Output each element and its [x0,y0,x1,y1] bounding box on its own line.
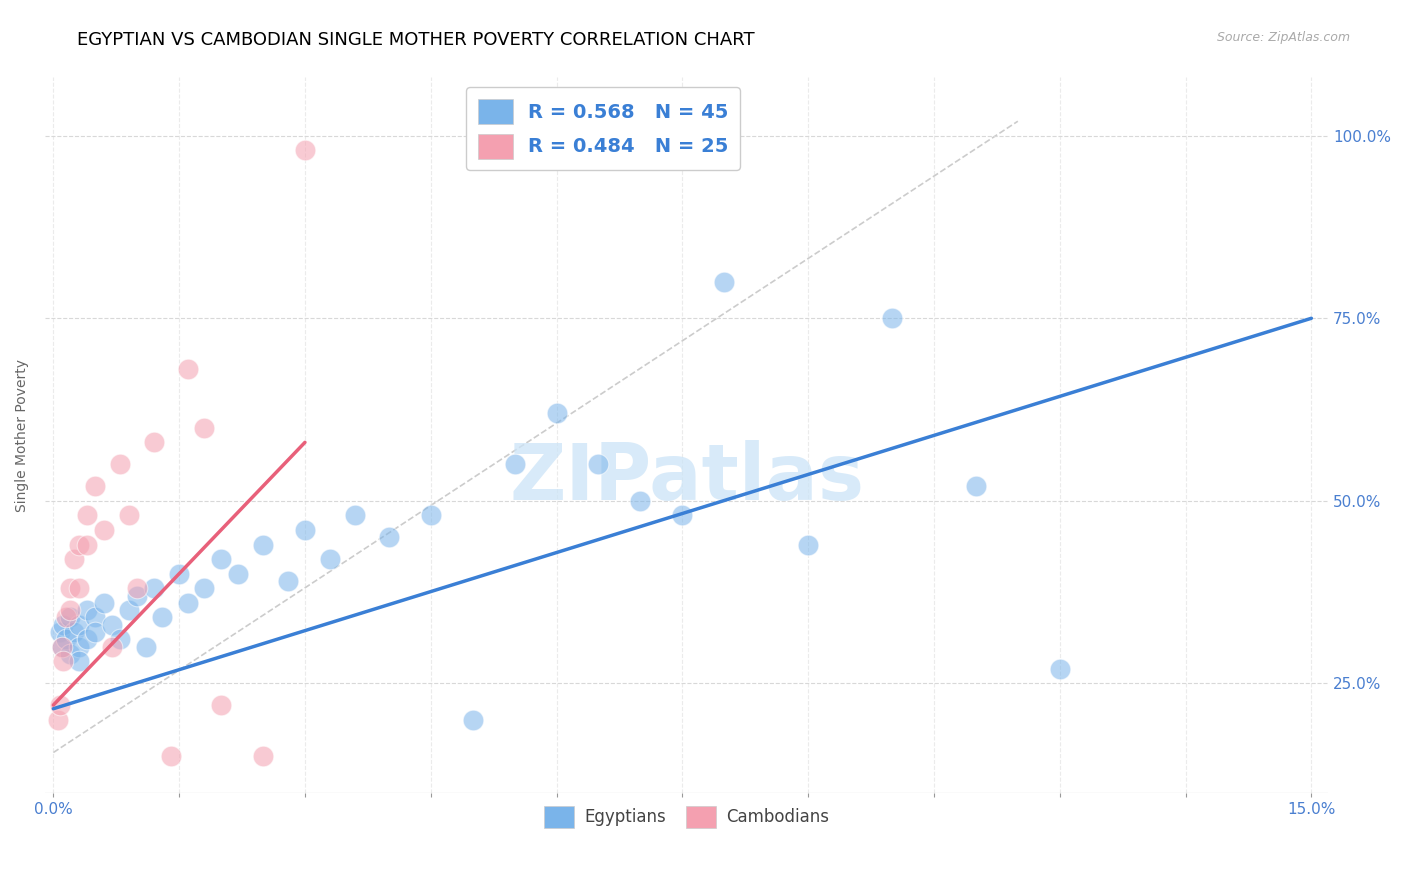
Point [797,537,820,551]
Point [59,647,82,661]
Point [67,617,90,632]
Point [67,582,90,596]
Point [76,603,98,617]
Point [55,610,77,624]
Point [127,589,149,603]
Point [546,406,568,420]
Point [63,552,86,566]
Point [67,654,90,668]
Point [209,552,232,566]
Point [110,457,132,471]
Point [628,493,651,508]
Point [167,566,190,581]
Point [59,603,82,617]
Point [419,508,441,523]
Point [294,144,316,158]
Point [101,640,124,654]
Point [176,596,198,610]
Point [143,435,166,450]
Point [67,537,90,551]
Point [193,582,215,596]
Text: Source: ZipAtlas.com: Source: ZipAtlas.com [1216,31,1350,45]
Point [209,698,232,712]
Point [67,640,90,654]
Point [713,275,735,289]
Y-axis label: Single Mother Poverty: Single Mother Poverty [15,359,30,511]
Point [461,713,484,727]
Text: EGYPTIAN VS CAMBODIAN SINGLE MOTHER POVERTY CORRELATION CHART: EGYPTIAN VS CAMBODIAN SINGLE MOTHER POVE… [77,31,755,49]
Text: ZIPatlas: ZIPatlas [509,440,865,516]
Point [76,508,98,523]
Point [135,640,157,654]
Point [76,632,98,647]
Point [93,596,115,610]
Point [52,654,75,668]
Point [101,617,124,632]
Point [52,617,75,632]
Point [63,625,86,640]
Point [378,530,401,544]
Point [965,479,987,493]
Point [110,632,132,647]
Point [880,311,903,326]
Point [252,749,274,764]
Point [118,603,141,617]
Point [93,523,115,537]
Point [319,552,342,566]
Point [294,523,316,537]
Point [1049,662,1071,676]
Point [49,698,72,712]
Point [671,508,693,523]
Point [159,749,181,764]
Point [84,479,107,493]
Point [59,582,82,596]
Point [588,457,610,471]
Point [59,610,82,624]
Point [51,640,73,654]
Point [49,625,72,640]
Point [76,537,98,551]
Point [127,582,149,596]
Point [84,610,107,624]
Point [55,632,77,647]
Point [344,508,367,523]
Point [51,640,73,654]
Point [143,582,166,596]
Point [277,574,299,588]
Point [150,610,173,624]
Point [226,566,249,581]
Point [176,362,198,376]
Point [193,421,215,435]
Point [118,508,141,523]
Point [503,457,526,471]
Point [84,625,107,640]
Legend: Egyptians, Cambodians: Egyptians, Cambodians [537,799,835,834]
Point [252,537,274,551]
Point [46,713,69,727]
